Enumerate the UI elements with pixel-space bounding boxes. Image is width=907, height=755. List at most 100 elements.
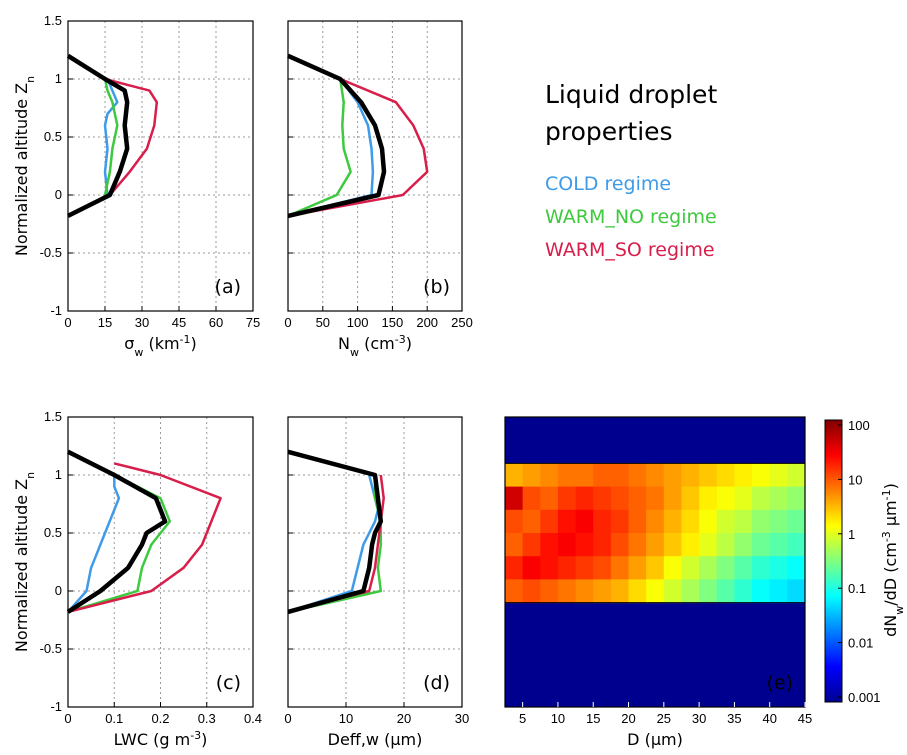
x-tick-label: 0.1 <box>105 711 123 726</box>
heatmap-cell <box>593 579 612 604</box>
cold-line <box>67 475 121 613</box>
heatmap-cell <box>716 509 735 534</box>
x-tick-label: 30 <box>135 315 149 330</box>
heatmap-cell <box>681 486 700 511</box>
panel-label: (e) <box>766 672 793 694</box>
heatmap-cell <box>575 579 594 604</box>
x-tick-label: 15 <box>586 711 600 726</box>
heatmap-cell <box>663 463 682 488</box>
heatmap-cell <box>522 486 541 511</box>
heatmap-cell <box>734 579 753 604</box>
title-line-2: properties <box>545 117 673 146</box>
y-tick-label: -0.5 <box>40 245 62 260</box>
cold-line <box>103 78 119 196</box>
heatmap-cell <box>716 579 735 604</box>
heatmap-cell <box>716 533 735 557</box>
x-axis-label: LWC (g m-3) <box>114 729 208 750</box>
y-tick-label: 0.5 <box>44 129 62 144</box>
heatmap-cell <box>540 486 559 511</box>
mean-line <box>287 449 384 615</box>
x-tick-label: 150 <box>382 315 404 330</box>
panel-label: (a) <box>215 276 241 298</box>
y-tick-label: 1.5 <box>44 13 62 28</box>
heatmap-cell <box>734 533 753 557</box>
colorbar-tick-label: 0.01 <box>848 636 873 651</box>
warm-so-line <box>67 462 222 614</box>
heatmap-cell <box>610 486 630 511</box>
heatmap-cell <box>505 556 524 580</box>
colorbar: 100 10 1 0.1 0.01 0.001 dNw/dD (cm-3 μm-1) <box>824 418 906 705</box>
panel-e-heatmap: 5 10 15 20 25 30 35 40 45 (e) D (μm) <box>504 416 812 749</box>
heatmap-cell <box>681 509 700 534</box>
panel-b: 0 50 100 150 200 250 (b) Nw (cm-3) <box>284 20 473 359</box>
heatmap-cell <box>575 486 594 511</box>
colorbar-tick-label: 100 <box>848 418 870 433</box>
heatmap-cell <box>540 579 559 604</box>
y-tick-label: 1.5 <box>44 409 62 424</box>
x-axis-label: Deff,w (μm) <box>328 730 423 749</box>
heatmap-cell <box>610 533 630 557</box>
legend-entry-warm-no: WARM_NO regime <box>545 206 717 228</box>
heatmap-cell <box>787 486 806 511</box>
heatmap-cell <box>628 463 647 488</box>
plot-frame <box>67 416 254 708</box>
warm-no-line <box>287 475 383 614</box>
heatmap-cell <box>628 579 647 604</box>
mean-line <box>287 53 387 219</box>
heatmap-cell <box>522 556 541 580</box>
x-axis-label: σw (km-1) <box>124 333 197 359</box>
heatmap-cell <box>557 486 577 511</box>
mean-line <box>66 53 130 218</box>
mean-line <box>66 449 168 614</box>
x-tick-label: 40 <box>762 711 776 726</box>
x-tick-label: 200 <box>416 315 438 330</box>
heatmap-cell <box>646 556 665 580</box>
heatmap-cell <box>734 556 753 580</box>
x-tick-label: 45 <box>798 711 812 726</box>
heatmap-cell <box>699 463 718 488</box>
heatmap-cell <box>522 509 541 534</box>
heatmap-cell <box>628 509 647 534</box>
heatmap-cell <box>505 533 524 557</box>
x-tick-label: 45 <box>172 315 186 330</box>
x-tick-label: 0 <box>284 711 291 726</box>
plot-area <box>288 21 462 311</box>
heatmap-cell <box>575 533 594 557</box>
heatmap-cell <box>610 463 630 488</box>
legend-entry-warm-so: WARM_SO regime <box>545 239 715 261</box>
heatmap-cell <box>699 579 718 604</box>
panel-c: 0 0.1 0.2 0.3 0.4 -1 -0.5 0 0.5 1 1.5 (c) LWC (g m-3… <box>12 409 262 749</box>
heatmap-cell <box>681 463 700 488</box>
heatmap-cell <box>681 556 700 580</box>
heatmap-cell <box>752 509 771 534</box>
heatmap-cell <box>663 579 682 604</box>
warm-no-line <box>103 78 119 196</box>
heatmap-cell <box>769 486 788 511</box>
warm-no-line <box>287 78 352 218</box>
heatmap-cell <box>540 509 559 534</box>
plot-area <box>68 21 253 311</box>
x-tick-label: 10 <box>339 711 353 726</box>
heatmap-cell <box>663 509 682 534</box>
heatmap-cell <box>505 463 524 488</box>
heatmap-cell <box>752 533 771 557</box>
heatmap-cell <box>752 463 771 488</box>
heatmap-cell <box>540 533 559 557</box>
plot-frame <box>504 416 806 708</box>
x-tick-label: 60 <box>209 315 223 330</box>
panel-a: 0 15 30 45 60 75 -1 -0.5 0 0.5 1 1.5 (a) σw (km-1) Nor… <box>12 13 260 359</box>
heatmap-cell <box>610 579 630 604</box>
heatmap-cell <box>628 556 647 580</box>
heatmap-cell <box>752 486 771 511</box>
heatmap-cell <box>505 509 524 534</box>
heatmap-cell <box>646 533 665 557</box>
x-tick-label: 20 <box>621 711 635 726</box>
heatmap-cell <box>787 463 806 488</box>
heatmap-cell <box>663 486 682 511</box>
heatmap-cell <box>663 533 682 557</box>
y-tick-label: -1 <box>50 303 62 318</box>
y-tick-label: 1 <box>55 467 62 482</box>
heatmap-cell <box>557 509 577 534</box>
x-tick-label: 10 <box>551 711 565 726</box>
heatmap-cell <box>699 509 718 534</box>
